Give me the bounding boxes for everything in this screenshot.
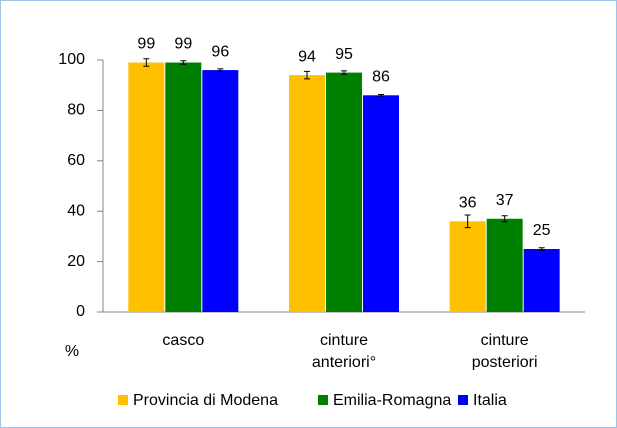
bar [449, 221, 486, 312]
bar [486, 218, 523, 312]
bar [523, 249, 560, 312]
bar [165, 62, 202, 312]
y-tick-label: 40 [67, 202, 85, 219]
y-tick-label: 100 [58, 51, 85, 68]
error-bar [341, 70, 347, 75]
data-label: 99 [174, 36, 192, 53]
error-bar [538, 247, 545, 251]
error-bar [180, 60, 187, 65]
error-bar [501, 215, 508, 223]
bar [289, 75, 325, 313]
data-label: 86 [372, 68, 390, 85]
data-label: 37 [496, 192, 514, 209]
legend-label: Provincia di Modena [133, 392, 278, 409]
y-tick-label: 0 [76, 303, 85, 320]
data-label: 94 [298, 48, 316, 65]
legend-swatch [318, 395, 328, 405]
data-label: 36 [459, 194, 477, 211]
x-tick-label: casco [162, 332, 205, 349]
error-bar [304, 70, 310, 80]
data-label: 25 [533, 222, 551, 239]
legend-swatch [118, 395, 128, 405]
bar [202, 70, 239, 312]
y-tick-label: 60 [67, 152, 85, 169]
bar [326, 72, 362, 312]
legend-label: Emilia-Romagna [333, 392, 451, 409]
bar [128, 62, 165, 312]
y-tick-label: 80 [67, 102, 85, 119]
legend-swatch [458, 395, 468, 405]
data-label: 95 [335, 46, 353, 63]
legend-label: Italia [473, 392, 507, 409]
data-label: 99 [137, 36, 155, 53]
bar [363, 95, 399, 312]
data-label: 96 [211, 43, 229, 60]
error-bar [378, 94, 384, 97]
y-tick-label: 20 [67, 253, 85, 270]
error-bar [217, 68, 224, 72]
x-tick-label: cinture anteriori° [311, 332, 377, 370]
error-bar [143, 58, 150, 67]
error-bar [464, 214, 471, 229]
x-tick-label: cinture posteriori [471, 332, 538, 370]
y-axis-label: % [65, 343, 79, 360]
